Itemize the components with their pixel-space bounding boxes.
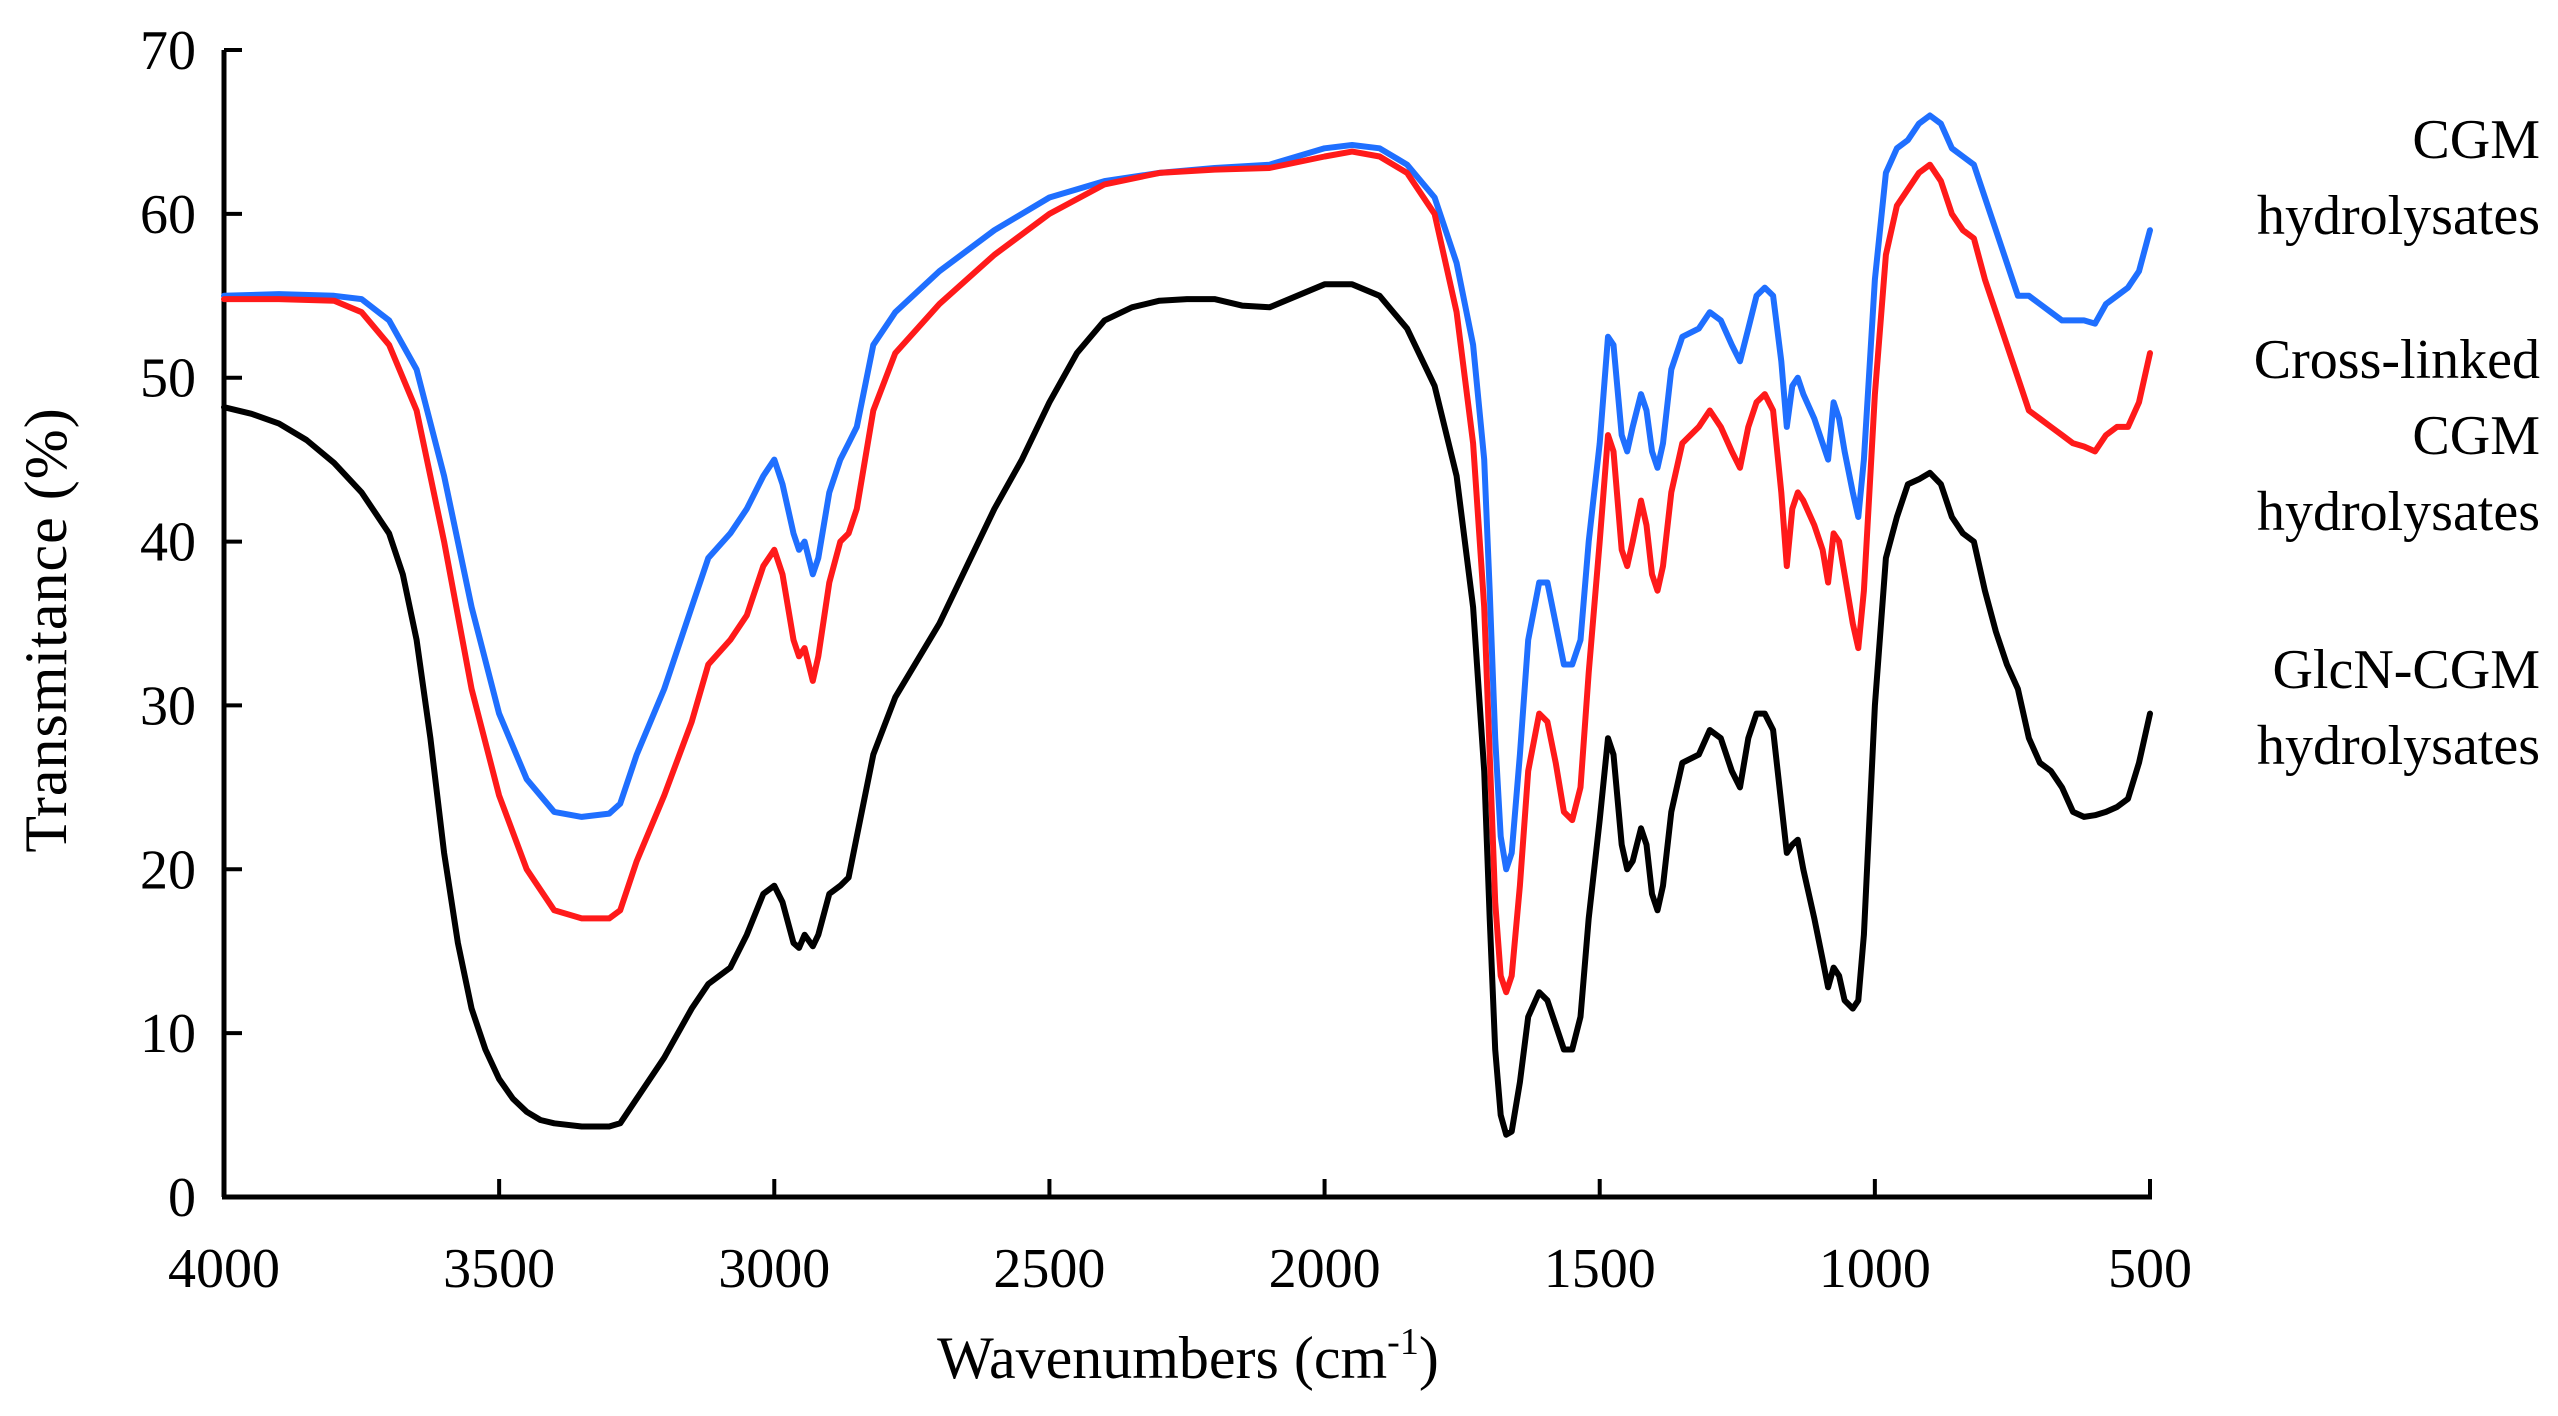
y-tick-label: 0: [168, 1167, 196, 1229]
x-tick-label: 2500: [993, 1238, 1105, 1300]
legend-entry-cgm-hydrolysates: CGM: [2412, 109, 2540, 171]
legend-entry-cross-linked-cgm-hydrolysates: CGM: [2412, 405, 2540, 467]
y-axis-title: Transmitance (%): [13, 407, 79, 852]
y-tick-label: 60: [140, 184, 196, 246]
y-tick-label: 10: [140, 1003, 196, 1065]
series-lines: [221, 112, 2153, 1138]
y-tick-label: 20: [140, 839, 196, 901]
x-tick-label: 3000: [718, 1238, 830, 1300]
x-tick-label: 2000: [1269, 1238, 1381, 1300]
series-line-cgm-hydrolysates: [221, 112, 2153, 873]
y-tick-label: 40: [140, 512, 196, 574]
x-tick-label: 1000: [1819, 1238, 1931, 1300]
legend-entry-cgm-hydrolysates: hydrolysates: [2257, 185, 2540, 247]
x-tick-label: 1500: [1544, 1238, 1656, 1300]
legend-entry-glcn-cgm-hydrolysates: GlcN-CGM: [2272, 639, 2540, 701]
legend: CGM hydrolysates Cross-linked CGM hydrolysat…: [2254, 109, 2540, 777]
x-axis-title-close: ): [1419, 1325, 1439, 1391]
series-line-cross-linked-cgm-hydrolysates: [221, 148, 2153, 996]
x-ticks: 4000 3500 3000 2500 2000 1500 1000 500: [168, 1179, 2192, 1300]
y-tick-label: 50: [140, 348, 196, 410]
x-tick-label: 3500: [443, 1238, 555, 1300]
x-axis-title: Wavenumbers (cm-1): [937, 1321, 1439, 1391]
x-axis-title-sup: -1: [1387, 1321, 1419, 1363]
axes: [221, 50, 2152, 1200]
y-tick-label: 70: [140, 20, 196, 82]
x-tick-label: 500: [2108, 1238, 2192, 1300]
y-ticks: 0 10 20 30 40 50 60 70: [140, 20, 242, 1229]
legend-entry-cross-linked-cgm-hydrolysates: Cross-linked: [2254, 329, 2540, 391]
series-line-glcn-cgm-hydrolysates: [221, 281, 2153, 1138]
legend-entry-glcn-cgm-hydrolysates: hydrolysates: [2257, 715, 2540, 777]
y-tick-label: 30: [140, 675, 196, 737]
x-axis-title-main: Wavenumbers (cm: [937, 1325, 1387, 1391]
legend-entry-cross-linked-cgm-hydrolysates: hydrolysates: [2257, 481, 2540, 543]
x-tick-label: 4000: [168, 1238, 280, 1300]
